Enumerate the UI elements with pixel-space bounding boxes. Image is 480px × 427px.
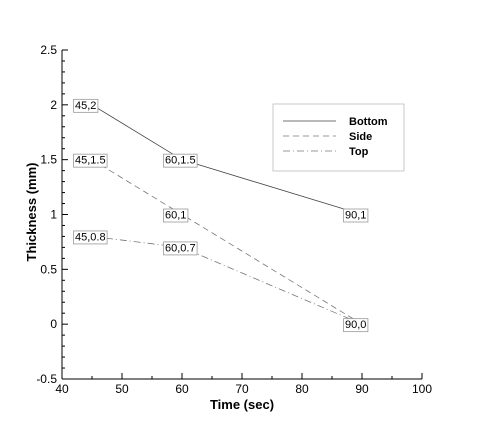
x-tick-label: 70 xyxy=(235,382,249,396)
x-tick-label: 90 xyxy=(355,382,369,396)
x-axis-label: Time (sec) xyxy=(210,397,274,412)
annotation-label: 45,2 xyxy=(73,98,99,113)
annotation-box xyxy=(163,208,189,223)
y-axis-label: Thickness (mm) xyxy=(24,163,39,262)
y-tick-label: 1.5 xyxy=(40,153,57,167)
legend-box xyxy=(272,103,405,172)
point-annotations: 45,2 60,1.5 90,1 45,1.5 60,1 45,0.8 60,0.7 90,0 xyxy=(73,98,369,333)
annotation-text: 45,2 xyxy=(75,100,96,112)
annotation-text: 60,0.7 xyxy=(165,242,196,254)
annotation-box xyxy=(163,241,198,256)
annotation-box xyxy=(343,318,369,333)
annotation-label: 60,1.5 xyxy=(163,153,198,168)
annotation-box xyxy=(73,98,99,113)
series-line-side xyxy=(91,159,363,325)
legend: Bottom Side Top xyxy=(272,103,405,172)
annotation-text: 45,0.8 xyxy=(75,231,106,243)
annotation-label: 45,1.5 xyxy=(73,153,108,168)
annotation-text: 45,1.5 xyxy=(75,155,106,167)
series-line-top xyxy=(91,236,363,325)
x-tick-label: 100 xyxy=(412,382,432,396)
annotation-label: 90,1 xyxy=(343,208,369,223)
y-tick-label: 1 xyxy=(50,208,57,222)
annotation-text: 90,0 xyxy=(345,319,366,331)
y-tick-label: 0.5 xyxy=(40,262,57,276)
annotation-box xyxy=(73,230,108,245)
annotation-label: 60,1 xyxy=(163,208,189,223)
x-tick-label: 80 xyxy=(295,382,309,396)
y-tick-label: 2 xyxy=(50,98,57,112)
x-tick-label: 50 xyxy=(115,382,129,396)
annotation-label: 60,0.7 xyxy=(163,241,198,256)
annotation-box xyxy=(73,153,108,168)
legend-label-bottom: Bottom xyxy=(349,116,388,128)
x-tick-label: 60 xyxy=(175,382,189,396)
legend-label-side: Side xyxy=(349,131,372,143)
annotation-text: 90,1 xyxy=(345,210,366,222)
x-tick-label: 40 xyxy=(55,382,69,396)
axis-ticks: 40 50 60 70 80 90 100 -0.5 0 0.5 1 1.5 2 2.5 xyxy=(36,43,432,396)
y-tick-label: 0 xyxy=(50,317,57,331)
y-tick-label: 2.5 xyxy=(40,43,57,57)
annotation-text: 60,1.5 xyxy=(165,155,196,167)
annotation-label: 90,0 xyxy=(343,318,369,333)
legend-label-top: Top xyxy=(349,146,369,158)
annotation-box xyxy=(163,153,198,168)
annotation-label: 45,0.8 xyxy=(73,230,108,245)
annotation-text: 60,1 xyxy=(165,210,186,222)
y-tick-label: -0.5 xyxy=(36,372,57,386)
annotation-box xyxy=(343,208,369,223)
